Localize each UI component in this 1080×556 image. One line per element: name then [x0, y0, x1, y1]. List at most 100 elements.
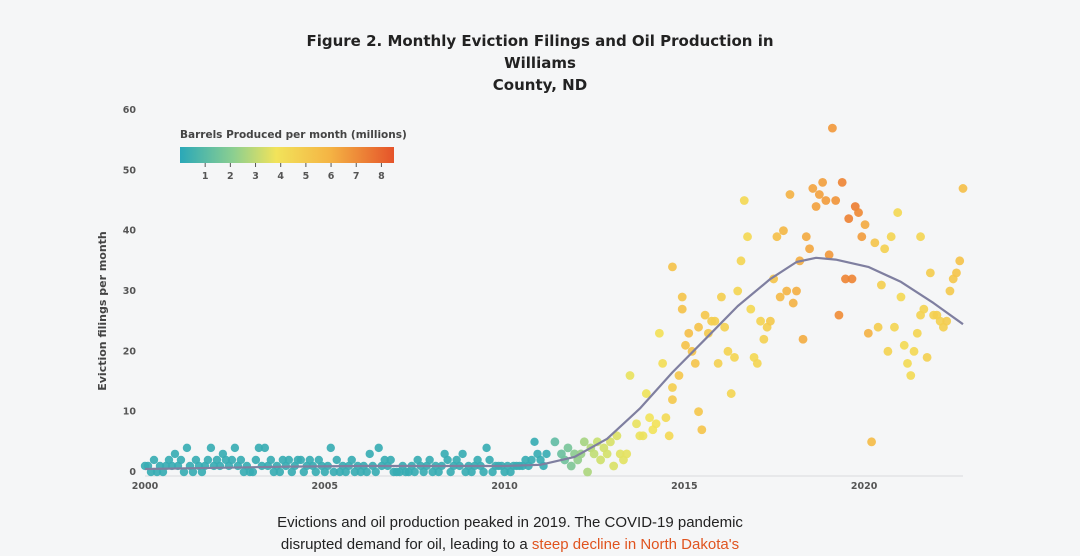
data-point	[677, 292, 687, 302]
data-point	[798, 334, 808, 344]
data-point	[952, 268, 961, 278]
data-point	[371, 467, 380, 477]
data-point	[458, 449, 467, 459]
data-point	[362, 467, 371, 477]
data-point	[485, 455, 494, 465]
caption-link[interactable]: steep decline in North Dakota's	[531, 536, 740, 553]
data-point	[266, 455, 276, 465]
data-point	[824, 250, 834, 260]
legend-ticks: 1 2 3 4 5 6 7 8	[202, 163, 385, 182]
y-tick-label: 40	[123, 226, 137, 237]
data-point	[661, 413, 671, 423]
figure-title: Figure 2. Monthly Eviction Filings and O…	[290, 30, 790, 96]
data-point	[443, 455, 452, 465]
figure-title-line1: Figure 2. Monthly Eviction Filings and O…	[306, 32, 774, 72]
data-point	[332, 455, 341, 465]
data-point	[632, 419, 641, 429]
data-point	[801, 232, 811, 242]
data-point	[602, 449, 612, 459]
data-point	[583, 467, 592, 477]
data-point	[844, 214, 854, 224]
data-point	[788, 298, 798, 308]
data-point	[880, 244, 890, 254]
data-point	[837, 178, 847, 187]
data-point	[779, 226, 788, 236]
data-point	[230, 443, 240, 453]
legend-tick-label: 5	[303, 171, 310, 182]
figure-caption: Evictions and oil production peaked in 2…	[200, 512, 820, 556]
data-point	[922, 352, 932, 362]
data-point	[425, 455, 434, 465]
data-point	[606, 437, 615, 447]
data-point	[589, 449, 599, 459]
data-point	[530, 437, 539, 447]
y-tick-label: 50	[123, 165, 137, 176]
caption-line2-text: disrupted demand for oil, leading to a	[280, 536, 528, 553]
data-point	[182, 443, 192, 453]
legend-title: Barrels Produced per month (millions)	[180, 129, 407, 141]
data-point	[188, 467, 198, 477]
data-point	[479, 467, 488, 477]
data-point	[374, 443, 383, 453]
data-point	[703, 328, 713, 338]
data-point	[311, 467, 320, 477]
data-point	[909, 346, 919, 356]
data-point	[854, 208, 863, 217]
data-point	[890, 322, 899, 332]
x-tick-label: 2000	[132, 481, 159, 492]
data-point	[697, 425, 707, 435]
data-point	[893, 208, 903, 217]
data-point	[723, 346, 733, 356]
data-point	[651, 419, 661, 429]
trend-line	[144, 256, 964, 471]
data-point	[903, 359, 912, 368]
data-point	[743, 232, 752, 242]
scatter-chart: 0 10 20 30 40 50 60 2000 2005 2010 2015 2020 Evictio…	[96, 105, 968, 492]
data-point	[700, 310, 710, 320]
data-point	[206, 443, 216, 453]
figure-title-line2: County, ND	[492, 76, 588, 94]
data-point	[782, 286, 792, 296]
data-point	[739, 196, 749, 205]
data-point	[785, 190, 795, 199]
data-point	[863, 328, 873, 338]
data-point	[622, 449, 632, 459]
data-point	[566, 461, 576, 471]
data-point	[236, 455, 246, 465]
data-point	[828, 123, 837, 133]
data-point	[841, 274, 850, 284]
data-point	[886, 232, 896, 242]
data-point	[579, 437, 589, 447]
data-point	[347, 455, 356, 465]
data-point	[919, 304, 929, 314]
data-point	[765, 316, 775, 326]
data-point	[857, 232, 867, 242]
data-point	[542, 449, 551, 459]
data-point	[958, 184, 968, 193]
data-point	[896, 292, 906, 302]
chart-axes: 0 10 20 30 40 50 60 2000 2005 2010 2015 2020 Evictio…	[96, 105, 963, 492]
data-point	[596, 455, 606, 465]
data-point	[808, 184, 818, 193]
data-point	[326, 443, 335, 453]
legend-tick-label: 4	[277, 171, 284, 182]
data-point	[254, 443, 264, 453]
data-point	[641, 389, 651, 398]
legend-tick-label: 3	[252, 171, 259, 182]
data-point	[550, 437, 560, 447]
data-point	[386, 455, 395, 465]
data-point	[831, 196, 841, 205]
data-point	[668, 383, 677, 392]
data-point	[736, 256, 746, 266]
data-point	[860, 220, 870, 230]
data-point	[149, 455, 159, 465]
data-point	[248, 467, 258, 477]
data-point	[563, 443, 573, 453]
data-point	[329, 467, 338, 477]
data-point	[365, 449, 374, 459]
data-point	[710, 316, 720, 326]
y-tick-label: 0	[129, 467, 136, 478]
data-point	[720, 322, 730, 332]
legend-tick-label: 6	[328, 171, 335, 182]
data-point	[203, 455, 213, 465]
